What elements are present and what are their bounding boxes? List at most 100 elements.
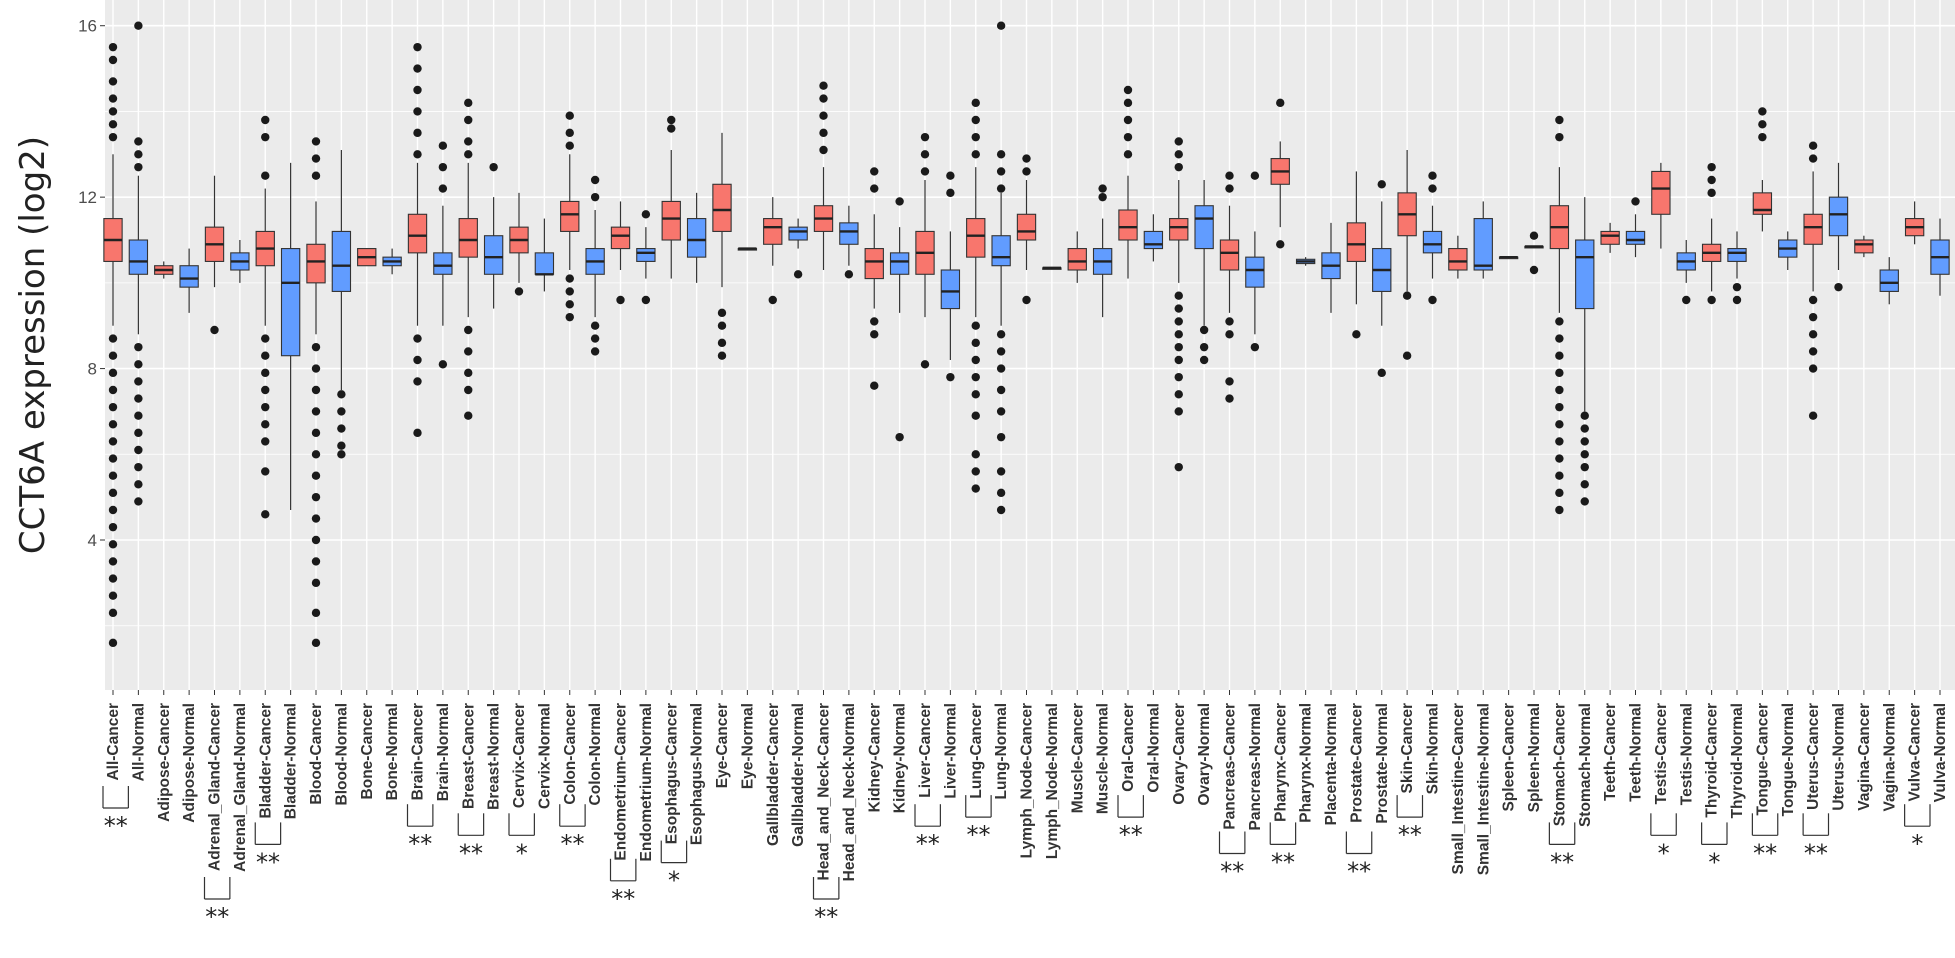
x-tick-label: All-Normal	[130, 703, 147, 781]
x-tick-label: Oral-Cancer	[1120, 703, 1137, 792]
x-tick-label: Thyroid-Normal	[1729, 703, 1746, 818]
significance-label: **	[205, 903, 229, 931]
x-tick-label: Colon-Cancer	[562, 703, 579, 805]
box-iqr	[1575, 239, 1595, 310]
x-tick-label: Head_and_Neck-Normal	[841, 703, 858, 881]
box-iqr	[560, 200, 580, 232]
box-cervix-cancer	[509, 192, 529, 296]
outlier-point	[1174, 304, 1183, 313]
significance-bracket: *	[660, 840, 688, 895]
outlier-point	[565, 300, 574, 309]
outlier-point	[1707, 188, 1716, 198]
x-tick-label: Pharynx-Cancer	[1272, 703, 1289, 822]
significance-bracket: **	[609, 858, 637, 913]
box-muscle-cancer	[1067, 231, 1087, 283]
box-spleen-normal	[1524, 231, 1544, 275]
outlier-point	[1707, 295, 1716, 305]
outlier-point	[1174, 291, 1183, 300]
y-tick-label: 12	[78, 188, 97, 207]
x-tick-label: Kidney-Cancer	[866, 703, 883, 812]
outlier-point	[1580, 424, 1589, 433]
box-iqr	[1600, 230, 1620, 245]
outlier-point	[337, 424, 346, 433]
box-colon-cancer	[560, 111, 580, 322]
outlier-point	[819, 81, 828, 90]
box-bone-normal	[382, 248, 402, 275]
box-adrenal_gland-normal	[230, 240, 250, 283]
outlier-point	[1174, 162, 1183, 172]
significance-bracket: **	[1751, 813, 1779, 867]
outlier-point	[1199, 355, 1209, 365]
outlier-point	[108, 454, 118, 463]
box-tongue-cancer	[1752, 107, 1773, 232]
outlier-point	[1174, 330, 1183, 339]
outlier-point	[108, 540, 118, 549]
outlier-point	[1555, 317, 1564, 326]
outlier-point	[108, 638, 118, 648]
box-thyroid-normal	[1727, 231, 1747, 305]
box-iqr	[1169, 218, 1189, 241]
box-iqr	[407, 213, 428, 254]
outlier-point	[311, 514, 321, 523]
outlier-point	[311, 535, 321, 545]
outlier-point	[1707, 162, 1716, 172]
outlier-point	[819, 94, 828, 103]
significance-bracket: **	[203, 877, 231, 931]
outlier-point	[1174, 355, 1183, 365]
box-prostate-cancer	[1346, 171, 1367, 339]
outlier-point	[108, 385, 118, 395]
outlier-point	[971, 338, 980, 348]
significance-label: **	[104, 812, 128, 840]
outlier-point	[311, 450, 321, 459]
outlier-point	[311, 578, 321, 588]
outlier-point	[108, 132, 118, 142]
outlier-point	[311, 364, 321, 373]
x-tick-label: Blood-Normal	[333, 703, 350, 805]
outlier-point	[108, 94, 118, 103]
outlier-point	[210, 325, 219, 335]
box-gallbladder-cancer	[763, 197, 783, 305]
box-iqr	[940, 269, 961, 310]
outlier-point	[1580, 411, 1589, 420]
outlier-point	[996, 347, 1006, 356]
outlier-point	[1555, 402, 1564, 412]
x-tick-label: Spleen-Cancer	[1501, 703, 1518, 812]
outlier-point	[870, 381, 879, 390]
outlier-point	[464, 115, 473, 125]
outlier-point	[616, 295, 625, 305]
outlier-point	[1808, 347, 1818, 356]
outlier-point	[1225, 317, 1234, 326]
box-bladder-normal	[280, 162, 301, 510]
outlier-point	[565, 141, 574, 150]
box-bladder-cancer	[255, 115, 275, 519]
outlier-point	[134, 162, 143, 172]
outlier-point	[1555, 505, 1564, 515]
x-tick-label: Prostate-Normal	[1374, 703, 1391, 824]
outlier-point	[1123, 132, 1133, 142]
outlier-point	[464, 347, 473, 356]
outlier-point	[996, 167, 1006, 176]
outlier-point	[1098, 184, 1107, 193]
outlier-point	[337, 390, 346, 399]
outlier-point	[134, 445, 143, 455]
outlier-point	[261, 510, 270, 519]
outlier-point	[413, 355, 422, 365]
outlier-point	[134, 462, 143, 472]
box-iqr	[1803, 213, 1823, 245]
outlier-point	[920, 167, 930, 176]
outlier-point	[1428, 171, 1437, 180]
grid-lines	[105, 0, 1955, 690]
outlier-point	[311, 608, 321, 618]
significance-label: **	[408, 830, 432, 858]
outlier-point	[1174, 137, 1183, 146]
outlier-point	[971, 115, 980, 125]
box-vulva-cancer	[1904, 201, 1925, 245]
box-iqr	[1118, 209, 1138, 241]
outlier-point	[1808, 330, 1818, 339]
outlier-point	[261, 132, 270, 142]
outlier-point	[108, 488, 118, 498]
outlier-point	[996, 364, 1006, 373]
outlier-point	[134, 360, 143, 369]
box-lymph_node-normal	[1042, 266, 1062, 270]
x-axis: All-Cancer All-Normal Adipose-Cancer Adipos…	[105, 690, 1949, 881]
